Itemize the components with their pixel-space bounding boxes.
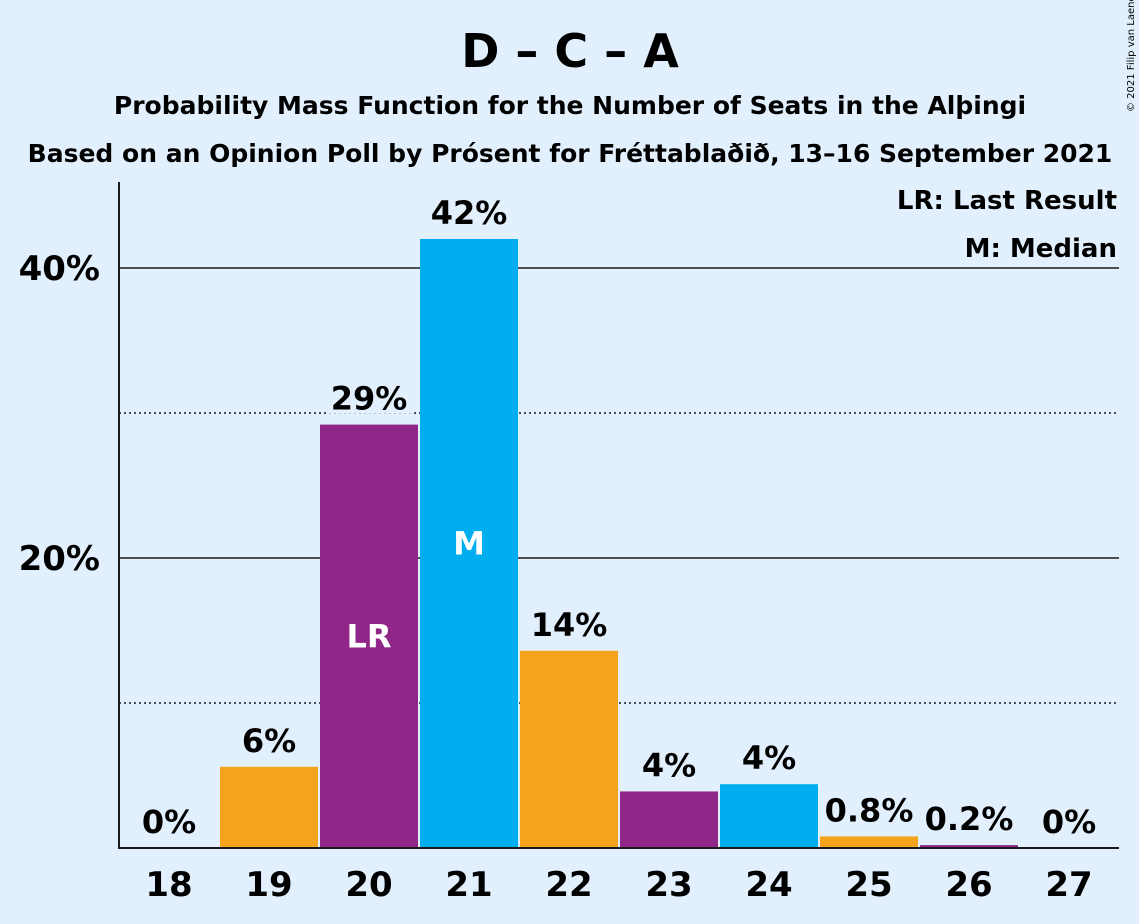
x-tick-label-19: 19 bbox=[245, 865, 292, 905]
y-axis-ticks: 20% 40% bbox=[19, 249, 100, 579]
data-label-20: 29% bbox=[331, 380, 408, 418]
data-label-backing bbox=[237, 725, 301, 756]
data-label-19: 6% bbox=[242, 722, 296, 760]
x-tick-label-27: 27 bbox=[1045, 865, 1092, 905]
data-label-backing bbox=[426, 198, 512, 228]
bar-21 bbox=[420, 239, 518, 848]
x-tick-label-25: 25 bbox=[845, 865, 892, 905]
chart-subtitle: Probability Mass Function for the Number… bbox=[114, 91, 1026, 120]
data-label-backing bbox=[326, 383, 412, 414]
x-tick-label-26: 26 bbox=[945, 865, 992, 905]
bar-20 bbox=[320, 424, 418, 848]
bar-23 bbox=[620, 791, 718, 848]
data-label-backing bbox=[526, 609, 612, 640]
chart-title: D – C – A bbox=[461, 24, 679, 78]
data-label-23: 4% bbox=[642, 746, 696, 784]
x-tick-label-20: 20 bbox=[345, 865, 392, 905]
x-tick-label-24: 24 bbox=[745, 865, 792, 905]
data-label-backing bbox=[637, 750, 701, 781]
data-label-22: 14% bbox=[531, 606, 608, 644]
data-label-27: 0% bbox=[1042, 803, 1096, 841]
bar-26 bbox=[920, 845, 1018, 848]
y-tick-label: 40% bbox=[19, 249, 100, 289]
bars bbox=[220, 239, 1018, 848]
legend-last-result: LR: Last Result bbox=[897, 186, 1117, 216]
data-label-18: 0% bbox=[142, 803, 196, 841]
data-label-24: 4% bbox=[742, 739, 796, 777]
x-axis-ticks: 18 19 20 21 22 23 24 25 26 27 bbox=[145, 865, 1092, 905]
bar-19 bbox=[220, 766, 318, 848]
data-label-backing bbox=[920, 804, 1018, 835]
x-tick-label-22: 22 bbox=[545, 865, 592, 905]
data-label-26: 0.2% bbox=[925, 800, 1014, 838]
legend-median: M: Median bbox=[965, 234, 1117, 264]
bar-25 bbox=[820, 836, 918, 848]
x-tick-label-21: 21 bbox=[445, 865, 492, 905]
bar-marker-lr: LR bbox=[346, 617, 391, 655]
bar-marker-m: M bbox=[453, 525, 485, 563]
bar-24 bbox=[720, 784, 818, 848]
data-label-25: 0.8% bbox=[825, 791, 914, 829]
gridlines bbox=[119, 267, 1119, 704]
data-label-backing bbox=[820, 795, 918, 826]
data-labels: 0% 6% 29% LR 42% M 14% 4% 4% 0.8% 0.2% 0% bbox=[137, 194, 1101, 841]
bar-22 bbox=[520, 650, 618, 848]
data-label-21: 42% bbox=[431, 194, 508, 232]
data-label-backing bbox=[737, 743, 801, 774]
y-tick-label: 20% bbox=[19, 539, 100, 579]
x-tick-label-18: 18 bbox=[145, 865, 192, 905]
x-tick-label-23: 23 bbox=[645, 865, 692, 905]
data-label-backing bbox=[137, 807, 201, 837]
data-label-backing bbox=[1037, 807, 1101, 837]
chart-subtitle-poll: Based on an Opinion Poll by Prósent for … bbox=[28, 139, 1113, 168]
copyright-note: © 2021 Filip van Laenen bbox=[1126, 0, 1137, 112]
